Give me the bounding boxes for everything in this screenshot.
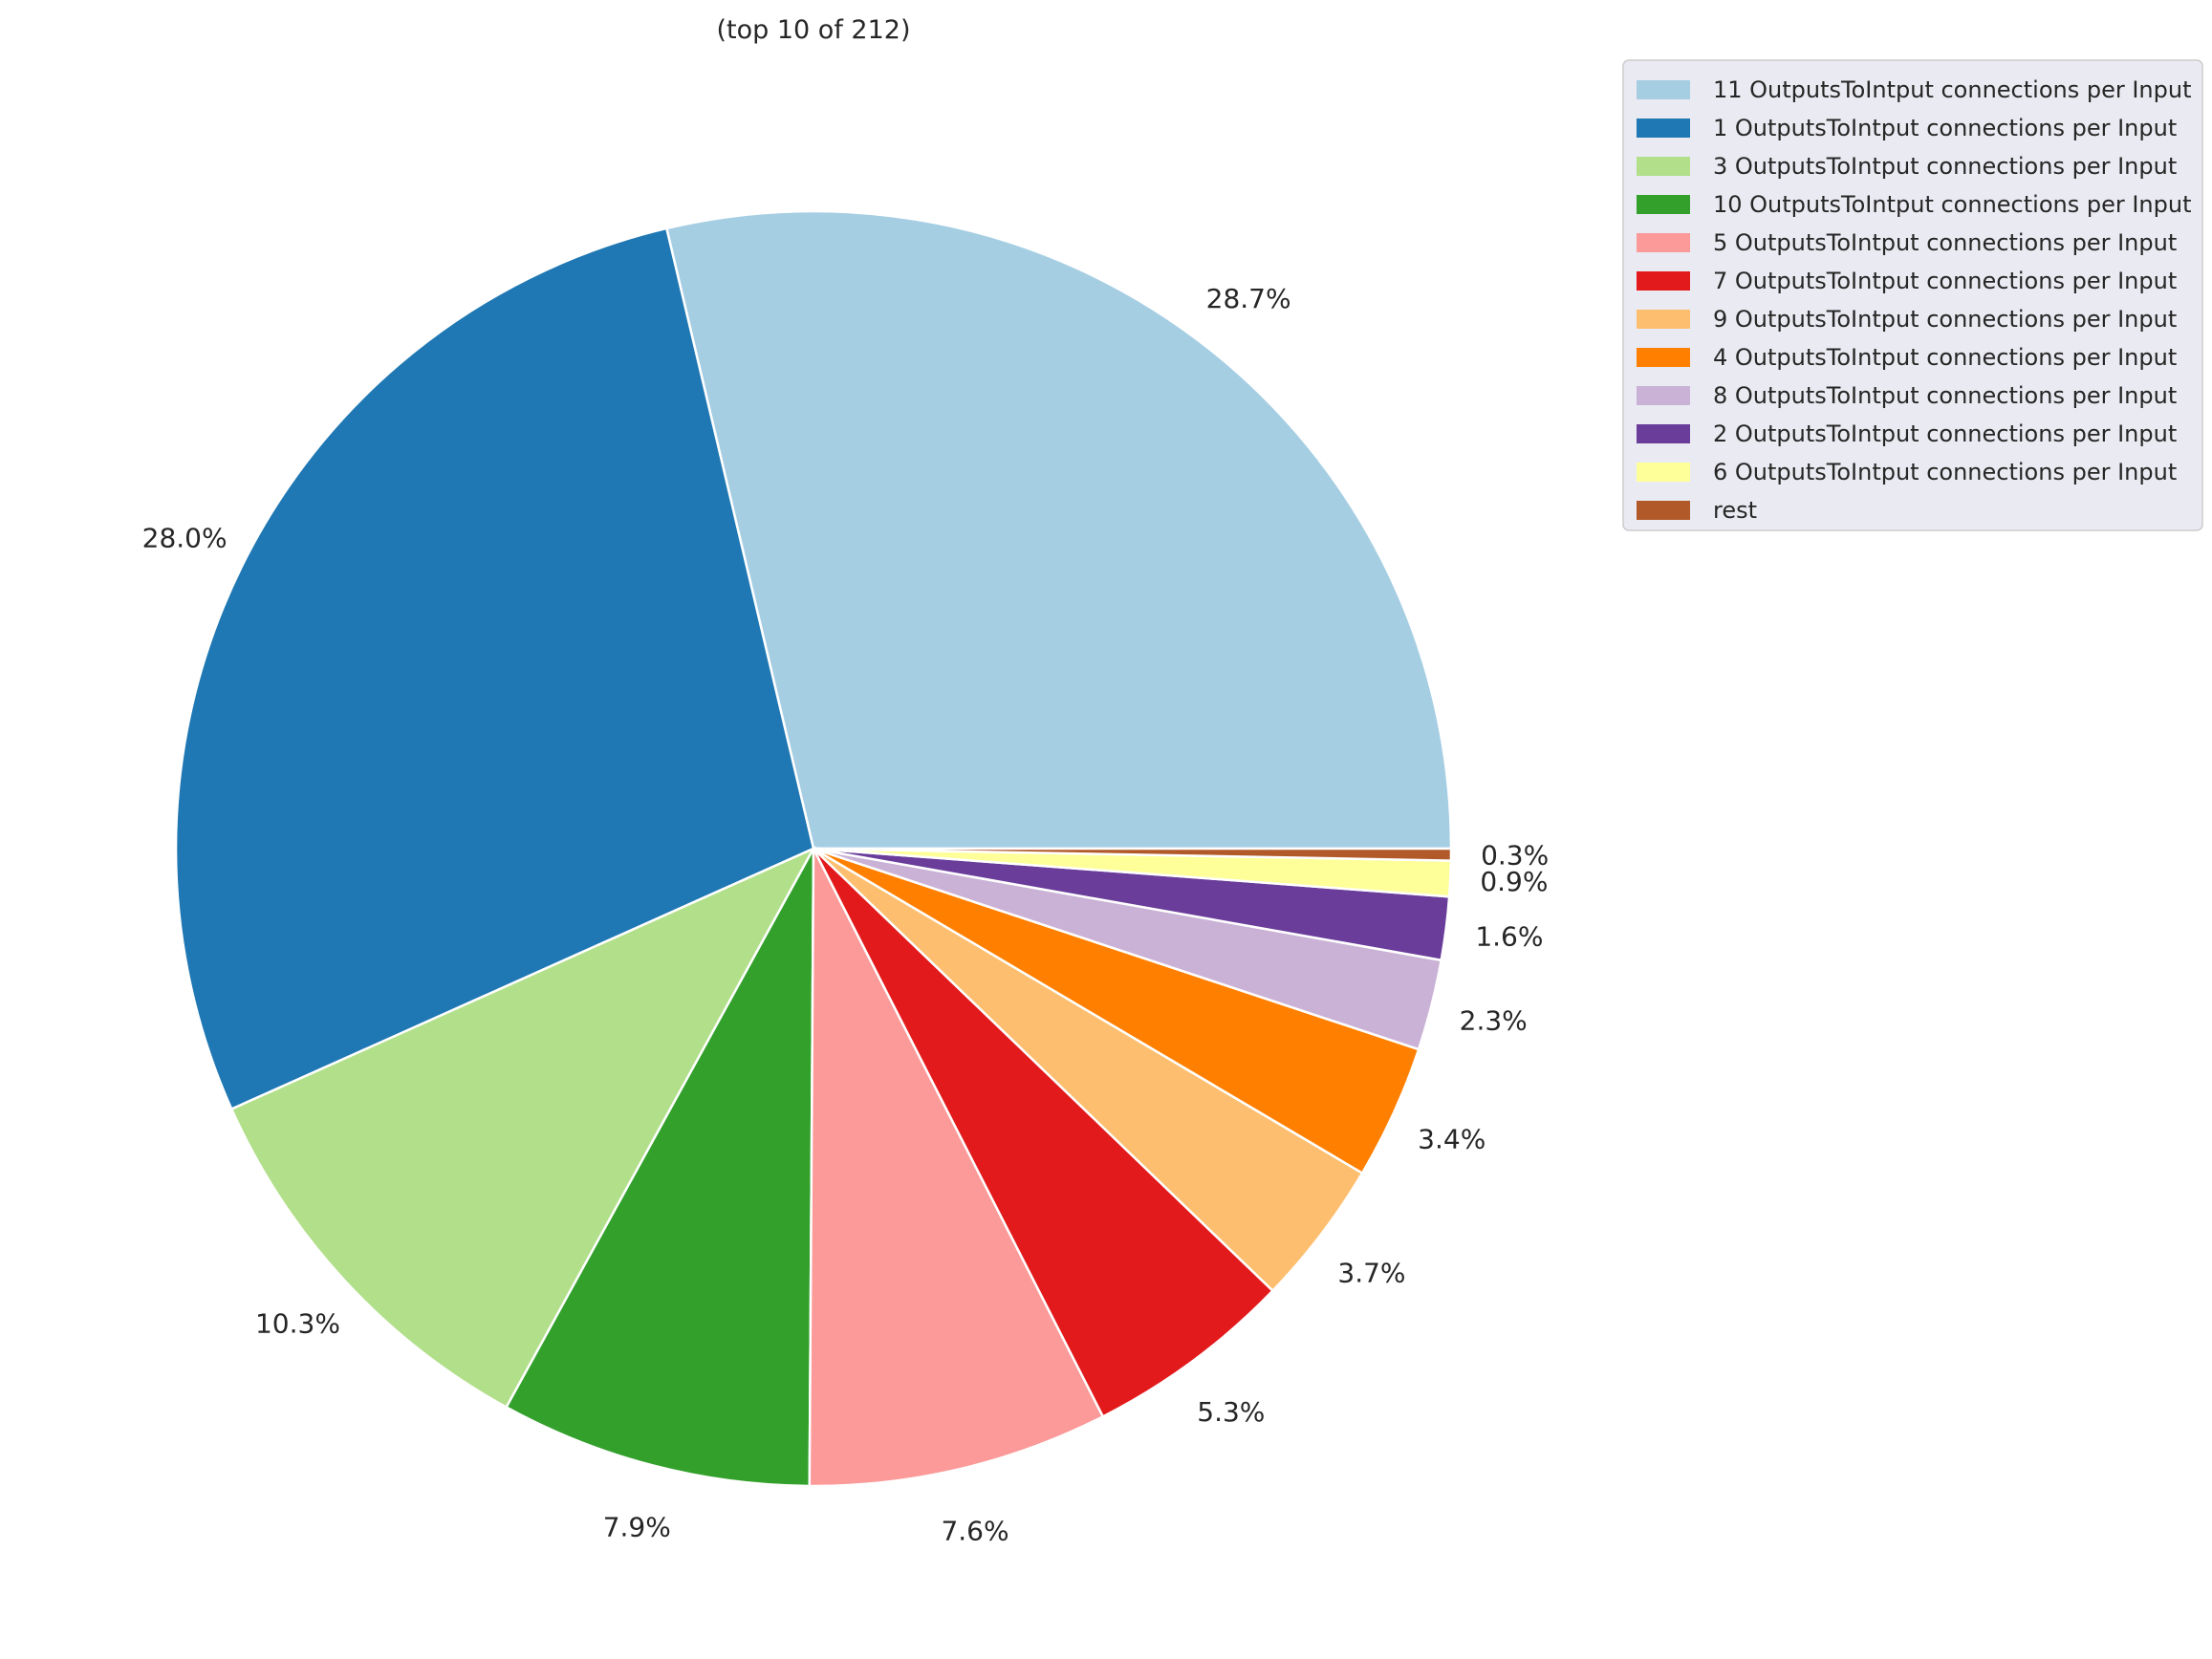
pie-slice-7-outputstointput-connections-per-input <box>812 848 1275 1418</box>
legend-label-11-outputstointput-connections-per-input: 11 OutputsToIntput connections per Input <box>1713 76 2192 103</box>
legend-label-rest: rest <box>1713 497 1757 524</box>
pct-label-4-outputstointput-connections-per-input: 3.4% <box>1418 1124 1486 1155</box>
legend-label-8-outputstointput-connections-per-input: 8 OutputsToIntput connections per Input <box>1713 382 2177 409</box>
pct-label-3-outputstointput-connections-per-input: 10.3% <box>255 1308 340 1340</box>
legend-label-9-outputstointput-connections-per-input: 9 OutputsToIntput connections per Input <box>1713 306 2177 333</box>
legend: 11 OutputsToIntput connections per Input… <box>1622 59 2203 531</box>
legend-swatch-4-outputstointput-connections-per-input <box>1637 348 1690 367</box>
legend-label-1-outputstointput-connections-per-input: 1 OutputsToIntput connections per Input <box>1713 115 2177 141</box>
legend-label-6-outputstointput-connections-per-input: 6 OutputsToIntput connections per Input <box>1713 459 2177 485</box>
legend-swatch-2-outputstointput-connections-per-input <box>1637 424 1690 443</box>
legend-swatch-rest <box>1637 501 1690 520</box>
pie-slice-5-outputstointput-connections-per-input <box>808 848 1105 1488</box>
pct-label-10-outputstointput-connections-per-input: 7.9% <box>603 1512 671 1543</box>
pie-slices <box>174 209 1453 1488</box>
legend-label-7-outputstointput-connections-per-input: 7 OutputsToIntput connections per Input <box>1713 268 2177 294</box>
chart-subtitle: (top 10 of 212) <box>717 15 911 45</box>
pct-label-1-outputstointput-connections-per-input: 28.0% <box>142 523 228 554</box>
pct-label-5-outputstointput-connections-per-input: 7.6% <box>941 1515 1008 1546</box>
pct-label-2-outputstointput-connections-per-input: 1.6% <box>1475 920 1543 952</box>
legend-frame <box>1622 59 2203 531</box>
legend-swatch-5-outputstointput-connections-per-input <box>1637 233 1690 252</box>
legend-swatch-11-outputstointput-connections-per-input <box>1637 80 1690 99</box>
legend-swatch-1-outputstointput-connections-per-input <box>1637 118 1690 138</box>
pie-slice-11-outputstointput-connections-per-input <box>664 209 1453 851</box>
legend-label-4-outputstointput-connections-per-input: 4 OutputsToIntput connections per Input <box>1713 344 2177 371</box>
pct-label-11-outputstointput-connections-per-input: 28.7% <box>1206 283 1291 314</box>
legend-label-10-outputstointput-connections-per-input: 10 OutputsToIntput connections per Input <box>1713 191 2192 218</box>
legend-label-5-outputstointput-connections-per-input: 5 OutputsToIntput connections per Input <box>1713 229 2177 256</box>
legend-swatch-7-outputstointput-connections-per-input <box>1637 271 1690 291</box>
pie-slice-3-outputstointput-connections-per-input <box>229 846 816 1410</box>
pct-label-rest: 0.3% <box>1481 839 1549 871</box>
legend-swatch-3-outputstointput-connections-per-input <box>1637 157 1690 176</box>
legend-swatch-10-outputstointput-connections-per-input <box>1637 195 1690 214</box>
legend-swatch-9-outputstointput-connections-per-input <box>1637 310 1690 329</box>
pct-label-7-outputstointput-connections-per-input: 5.3% <box>1197 1396 1265 1428</box>
pie-slice-rest <box>813 847 1453 862</box>
pct-label-9-outputstointput-connections-per-input: 3.7% <box>1337 1258 1405 1289</box>
legend-swatch-6-outputstointput-connections-per-input <box>1637 463 1690 482</box>
pct-label-6-outputstointput-connections-per-input: 0.9% <box>1480 866 1548 897</box>
pie-slice-10-outputstointput-connections-per-input <box>504 848 815 1488</box>
pct-label-8-outputstointput-connections-per-input: 2.3% <box>1460 1005 1528 1037</box>
legend-swatch-8-outputstointput-connections-per-input <box>1637 386 1690 405</box>
pie-slice-1-outputstointput-connections-per-input <box>174 226 815 1111</box>
legend-label-2-outputstointput-connections-per-input: 2 OutputsToIntput connections per Input <box>1713 420 2177 447</box>
legend-label-3-outputstointput-connections-per-input: 3 OutputsToIntput connections per Input <box>1713 153 2177 180</box>
pie-percentage-labels: 28.7% 28.0% 10.3% 7.9% 7.6% 5.3% 3.7% 3.4% 2.3% 1… <box>142 283 1550 1546</box>
